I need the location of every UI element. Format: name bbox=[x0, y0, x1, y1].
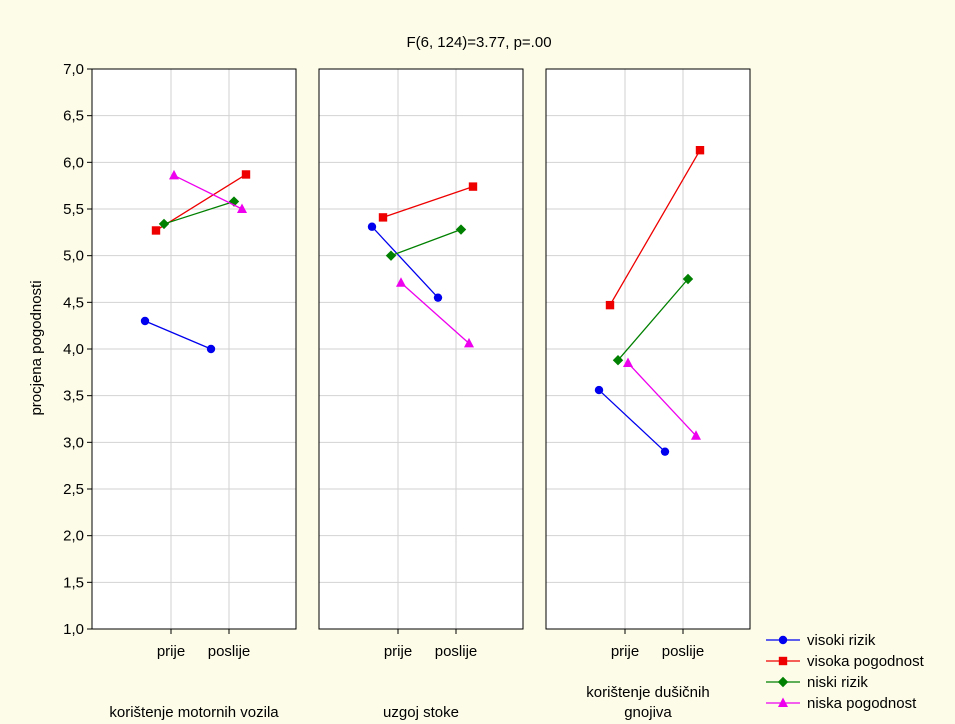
legend-label: visoka pogodnost bbox=[807, 653, 925, 670]
legend-label: niski rizik bbox=[807, 674, 868, 691]
data-point bbox=[468, 182, 478, 191]
panel-frame bbox=[545, 68, 751, 630]
legend-marker bbox=[777, 676, 789, 688]
data-point bbox=[433, 293, 443, 302]
y-tick-label: 7,0 bbox=[63, 61, 84, 78]
y-tick-label: 4,5 bbox=[63, 294, 84, 311]
y-axis-label: procjena pogodnosti bbox=[28, 280, 45, 415]
y-tick-label: 5,0 bbox=[63, 248, 84, 265]
x-tick-label: poslije bbox=[208, 643, 251, 660]
legend-marker bbox=[778, 635, 788, 645]
data-point bbox=[140, 316, 150, 326]
series-line bbox=[617, 278, 689, 361]
panel-frame bbox=[318, 68, 524, 630]
x-tick-label: poslije bbox=[662, 643, 705, 660]
data-point bbox=[455, 224, 467, 235]
series-line bbox=[144, 320, 212, 350]
data-point bbox=[206, 344, 216, 354]
data-point bbox=[378, 213, 388, 222]
panel-frames bbox=[87, 68, 751, 634]
x-tick-label: poslije bbox=[435, 643, 478, 660]
series-line bbox=[382, 185, 474, 219]
y-tick-label: 3,5 bbox=[63, 388, 84, 405]
panel-label: gnojiva bbox=[624, 704, 672, 721]
x-tick-label: prije bbox=[157, 643, 185, 660]
series-line bbox=[163, 200, 235, 225]
chart-text: F(6, 124)=3.77, p=.00 procjena pogodnost… bbox=[28, 34, 710, 721]
data-point bbox=[695, 146, 705, 155]
data-point bbox=[594, 385, 604, 395]
legend: visoki rizik visoka pogodnost niski rizik n… bbox=[766, 632, 925, 712]
y-tick-label: 2,5 bbox=[63, 481, 84, 498]
series-line bbox=[173, 174, 243, 210]
panel-label: korištenje dušičnih bbox=[586, 684, 709, 701]
y-tick-label: 2,0 bbox=[63, 528, 84, 545]
data-point bbox=[612, 355, 624, 366]
legend-label: niska pogodnost bbox=[807, 695, 917, 712]
data-point bbox=[396, 277, 406, 287]
data-point bbox=[623, 357, 633, 367]
panel-frame bbox=[91, 68, 297, 630]
y-tick-label: 6,5 bbox=[63, 108, 84, 125]
grid bbox=[92, 69, 750, 629]
data-point bbox=[691, 430, 701, 440]
data-point bbox=[605, 300, 615, 310]
data-point bbox=[241, 170, 251, 179]
chart-title: F(6, 124)=3.77, p=.00 bbox=[406, 34, 551, 51]
y-tick-label: 5,5 bbox=[63, 201, 84, 218]
data-point bbox=[660, 447, 670, 456]
x-tick-label: prije bbox=[611, 643, 639, 660]
data-point bbox=[367, 222, 377, 231]
series-line bbox=[371, 226, 439, 299]
series-lines bbox=[140, 146, 705, 456]
y-tick-label: 1,0 bbox=[63, 621, 84, 638]
series-line bbox=[598, 389, 666, 453]
data-point bbox=[385, 250, 397, 261]
data-point bbox=[464, 337, 474, 348]
legend-marker bbox=[778, 697, 788, 707]
legend-marker bbox=[778, 656, 788, 666]
data-point bbox=[169, 169, 179, 180]
series-line bbox=[609, 149, 701, 306]
y-tick-label: 1,5 bbox=[63, 574, 84, 591]
series-line bbox=[390, 228, 462, 257]
y-tick-label: 4,0 bbox=[63, 341, 84, 358]
y-tick-label: 6,0 bbox=[63, 154, 84, 171]
series-line bbox=[627, 362, 697, 437]
y-tick-label: 3,0 bbox=[63, 434, 84, 451]
panel-label: korištenje motornih vozila bbox=[109, 704, 279, 721]
data-point bbox=[158, 218, 170, 230]
legend-label: visoki rizik bbox=[807, 632, 876, 649]
data-point bbox=[151, 226, 161, 235]
series-line bbox=[400, 282, 470, 344]
data-point bbox=[237, 203, 247, 213]
x-tick-label: prije bbox=[384, 643, 412, 660]
data-point bbox=[682, 273, 694, 285]
panel-label: uzgoj stoke bbox=[383, 704, 459, 721]
